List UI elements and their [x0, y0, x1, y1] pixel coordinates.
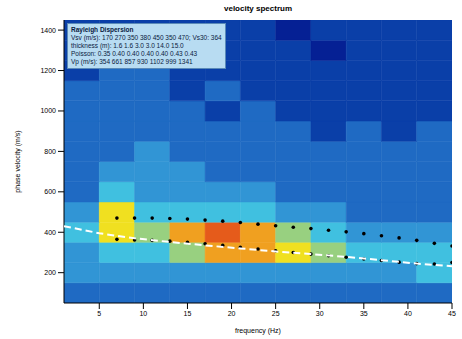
svg-text:1400: 1400: [40, 27, 56, 34]
svg-text:20: 20: [228, 310, 236, 317]
svg-text:400: 400: [44, 229, 56, 236]
svg-text:800: 800: [44, 148, 56, 155]
svg-text:1200: 1200: [40, 67, 56, 74]
svg-text:10: 10: [139, 310, 147, 317]
svg-text:25: 25: [272, 310, 280, 317]
html-text:thickness (m): 1.6 1.6 3.0 3.0: thickness (m): 1.6 1.6 3.0 3.0 14.0 15.0: [71, 42, 184, 49]
svg-text:35: 35: [360, 310, 368, 317]
svg-text:200: 200: [44, 269, 56, 276]
svg-text:5: 5: [97, 310, 101, 317]
svg-text:45: 45: [448, 310, 456, 317]
svg-text:30: 30: [316, 310, 324, 317]
html-text:Rayleigh Dispersion: Rayleigh Dispersion: [71, 26, 134, 33]
svg-text:1000: 1000: [40, 107, 56, 114]
html-text:Vp (m/s): 354 661 857 930 1102: Vp (m/s): 354 661 857 930 1102 999 1341: [71, 58, 193, 65]
svg-text:phase velocity (m/s): phase velocity (m/s): [14, 130, 22, 192]
html-text:Poisson: 0.35 0.40 0.40 0.40 0: Poisson: 0.35 0.40 0.40 0.40 0.40 0.43 0…: [71, 50, 198, 57]
svg-text:15: 15: [184, 310, 192, 317]
html-text:velocity spectrum: velocity spectrum: [224, 4, 292, 13]
svg-text:600: 600: [44, 188, 56, 195]
html-text:Vsv (m/s): 170 270 350 380 450: Vsv (m/s): 170 270 350 380 450 350 470; …: [71, 34, 222, 41]
svg-text:frequency (Hz): frequency (Hz): [235, 327, 281, 335]
svg-text:40: 40: [404, 310, 412, 317]
